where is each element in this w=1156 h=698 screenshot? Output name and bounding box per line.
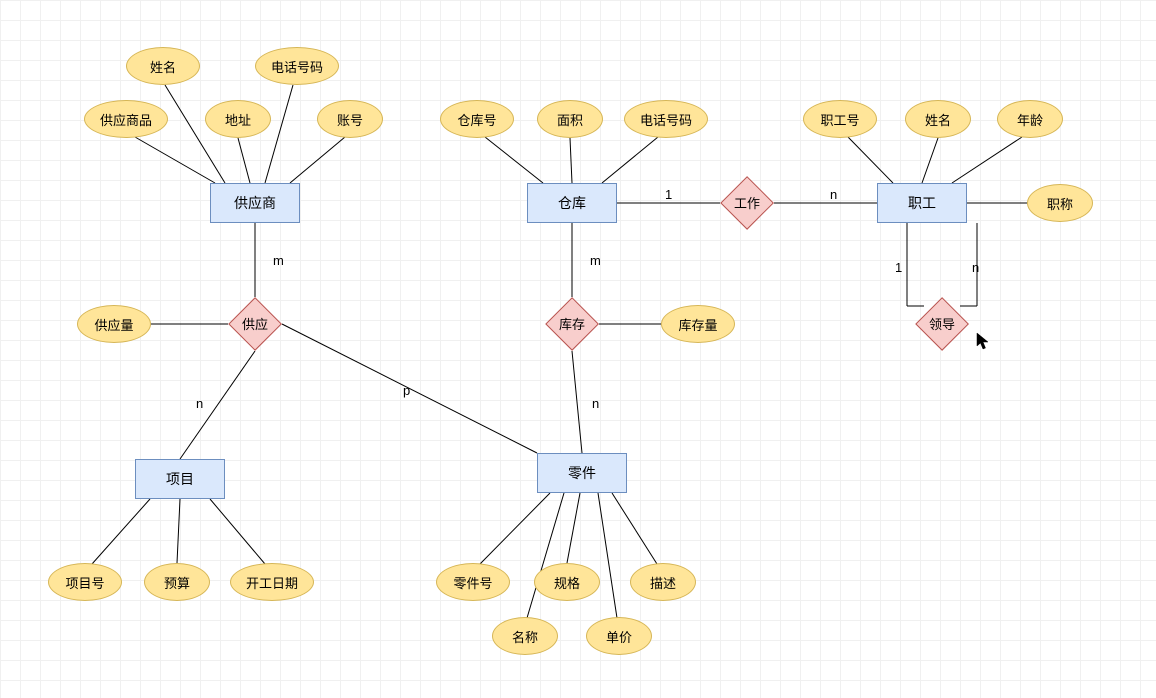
attribute-label: 电话号码 <box>271 57 323 76</box>
edge <box>602 137 658 183</box>
cursor-icon <box>976 332 992 350</box>
relationship-supply[interactable]: 供应 <box>236 305 274 343</box>
edge <box>290 137 345 183</box>
cardinality-label: p <box>403 383 410 398</box>
attribute-part-spec[interactable]: 规格 <box>534 563 600 601</box>
attribute-proj-bud[interactable]: 预算 <box>144 563 210 601</box>
entity-employee[interactable]: 职工 <box>877 183 967 223</box>
edge <box>210 499 265 564</box>
entity-label: 仓库 <box>558 193 586 213</box>
attribute-label: 单价 <box>606 627 632 646</box>
attribute-label: 库存量 <box>678 315 717 334</box>
entity-label: 供应商 <box>234 193 276 213</box>
edge <box>848 137 893 183</box>
entity-project[interactable]: 项目 <box>135 459 225 499</box>
attribute-sup-phone[interactable]: 电话号码 <box>255 47 339 85</box>
attribute-proj-start[interactable]: 开工日期 <box>230 563 314 601</box>
attribute-part-desc[interactable]: 描述 <box>630 563 696 601</box>
edge <box>570 138 572 183</box>
edge <box>480 493 550 564</box>
edge <box>952 137 1022 183</box>
attribute-emp-age[interactable]: 年龄 <box>997 100 1063 138</box>
edge <box>135 137 215 183</box>
attribute-part-name[interactable]: 名称 <box>492 617 558 655</box>
cardinality-label: n <box>196 396 203 411</box>
attribute-emp-no[interactable]: 职工号 <box>803 100 877 138</box>
attribute-label: 姓名 <box>150 57 176 76</box>
relationship-label: 领导 <box>929 314 955 333</box>
attribute-label: 开工日期 <box>246 573 298 592</box>
attribute-emp-title[interactable]: 职称 <box>1027 184 1093 222</box>
attribute-wh-phone[interactable]: 电话号码 <box>624 100 708 138</box>
attribute-sup-prod[interactable]: 供应商品 <box>84 100 168 138</box>
relationship-work[interactable]: 工作 <box>728 184 766 222</box>
attribute-sup-addr[interactable]: 地址 <box>205 100 271 138</box>
entity-warehouse[interactable]: 仓库 <box>527 183 617 223</box>
attribute-label: 地址 <box>225 110 251 129</box>
entity-part[interactable]: 零件 <box>537 453 627 493</box>
edge <box>265 85 293 183</box>
edge <box>572 351 582 453</box>
attribute-wh-no[interactable]: 仓库号 <box>440 100 514 138</box>
attribute-label: 职工号 <box>820 110 859 129</box>
entity-supplier[interactable]: 供应商 <box>210 183 300 223</box>
edge <box>485 137 543 183</box>
attribute-label: 名称 <box>512 627 538 646</box>
attribute-inventory-amt[interactable]: 库存量 <box>661 305 735 343</box>
edge <box>180 351 255 459</box>
entity-label: 项目 <box>166 469 194 489</box>
cardinality-label: m <box>590 253 601 268</box>
relationship-inventory[interactable]: 库存 <box>553 305 591 343</box>
edge <box>612 493 657 564</box>
cardinality-label: 1 <box>895 260 902 275</box>
edge <box>598 493 617 618</box>
cardinality-label: m <box>273 253 284 268</box>
attribute-sup-name[interactable]: 姓名 <box>126 47 200 85</box>
entity-label: 零件 <box>568 463 596 483</box>
attribute-label: 规格 <box>554 573 580 592</box>
relationship-label: 库存 <box>559 314 585 333</box>
attribute-label: 面积 <box>557 110 583 129</box>
attribute-label: 描述 <box>650 573 676 592</box>
entity-label: 职工 <box>908 193 936 213</box>
attribute-label: 供应量 <box>94 315 133 334</box>
attribute-label: 供应商品 <box>100 110 152 129</box>
attribute-label: 账号 <box>337 110 363 129</box>
edge <box>165 85 225 183</box>
edge <box>922 138 938 183</box>
edge <box>177 499 180 563</box>
attribute-part-no[interactable]: 零件号 <box>436 563 510 601</box>
attribute-label: 姓名 <box>925 110 951 129</box>
cardinality-label: n <box>972 260 979 275</box>
attribute-label: 项目号 <box>65 573 104 592</box>
edge <box>238 138 250 183</box>
attribute-label: 零件号 <box>453 573 492 592</box>
attribute-emp-name[interactable]: 姓名 <box>905 100 971 138</box>
edge <box>92 499 150 564</box>
attribute-sup-acct[interactable]: 账号 <box>317 100 383 138</box>
cardinality-label: 1 <box>665 187 672 202</box>
relationship-label: 工作 <box>734 193 760 212</box>
attribute-wh-area[interactable]: 面积 <box>537 100 603 138</box>
cardinality-label: n <box>592 396 599 411</box>
relationship-label: 供应 <box>242 314 268 333</box>
cardinality-label: n <box>830 187 837 202</box>
attribute-proj-no[interactable]: 项目号 <box>48 563 122 601</box>
attribute-label: 职称 <box>1047 194 1073 213</box>
attribute-label: 仓库号 <box>457 110 496 129</box>
relationship-lead[interactable]: 领导 <box>923 305 961 343</box>
attribute-label: 电话号码 <box>640 110 692 129</box>
edge <box>567 493 580 563</box>
attribute-supply-amt[interactable]: 供应量 <box>77 305 151 343</box>
attribute-label: 年龄 <box>1017 110 1043 129</box>
attribute-part-price[interactable]: 单价 <box>586 617 652 655</box>
attribute-label: 预算 <box>164 573 190 592</box>
